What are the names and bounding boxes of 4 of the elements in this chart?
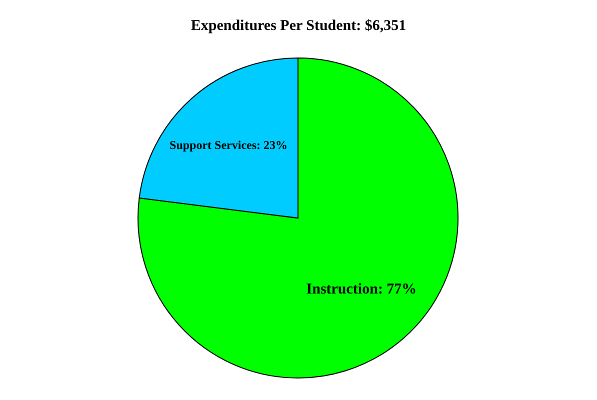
slice-label: Support Services: 23%	[170, 138, 288, 152]
pie-slice	[138, 58, 458, 378]
slice-label: Instruction: 77%	[306, 281, 417, 298]
chart-title: Expenditures Per Student: $6,351	[190, 18, 406, 34]
